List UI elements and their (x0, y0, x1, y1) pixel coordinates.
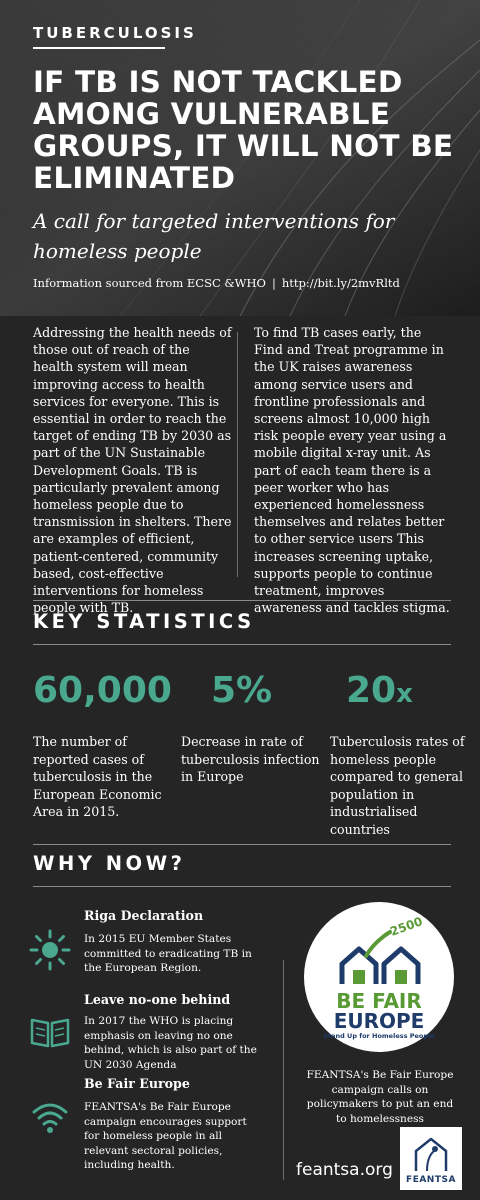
wifi-icon (32, 1103, 68, 1133)
website-link[interactable]: feantsa.org (296, 1160, 393, 1180)
stat-value: 20x (346, 670, 413, 711)
section-divider (33, 644, 451, 645)
section-divider (33, 600, 451, 601)
logo-badge: 2500 (388, 914, 424, 939)
key-statistics-title: KEY STATISTICS (33, 610, 255, 633)
sun-icon (29, 929, 71, 971)
be-fair-europe-logo: 2500 BE FAIR EUROPE Stand Up for Homeles… (304, 902, 454, 1052)
source-link[interactable]: http://bit.ly/2mvRltd (281, 276, 400, 290)
stat-description: Tuberculosis rates of homeless people co… (330, 734, 465, 837)
stat-value: 5% (211, 670, 273, 711)
source-line: Information sourced from ECSC &WHO | http:… (33, 276, 400, 290)
road-background-graphic (0, 0, 480, 316)
topic-underline (33, 47, 165, 49)
feantsa-house-icon (414, 1137, 448, 1172)
section-divider (33, 844, 451, 845)
section-divider (33, 886, 451, 887)
item-title: Be Fair Europe (84, 1076, 190, 1091)
item-title: Leave no-one behind (84, 992, 231, 1007)
logo-word-be-fair: BE FAIR (336, 989, 422, 1013)
open-book-icon (30, 1018, 70, 1048)
logo-caption: FEANTSA's Be Fair Europe campaign calls … (306, 1069, 454, 1125)
stat-description: The number of reported cases of tubercul… (33, 734, 162, 819)
logo-tagline: Stand Up for Homeless People (323, 1032, 435, 1040)
intro-right-paragraph: To find TB cases early, the Find and Tre… (254, 325, 450, 616)
stat-description: Decrease in rate of tuberculosis infecti… (181, 734, 320, 784)
source-text: Information sourced from ECSC &WHO (33, 276, 266, 290)
feantsa-logo: FEANTSA (400, 1127, 462, 1190)
stat-value: 60,000 (33, 670, 172, 711)
item-body: In 2017 the WHO is placing emphasis on l… (84, 1015, 257, 1071)
hero-banner: TUBERCULOSIS IF TB IS NOT TACKLED AMONG … (0, 0, 480, 316)
item-body: In 2015 EU Member States committed to er… (84, 933, 252, 974)
houses-logo-icon: 2500 (339, 914, 424, 984)
feantsa-logo-text: FEANTSA (406, 1175, 456, 1185)
logo-word-europe: EUROPE (333, 1009, 425, 1033)
source-separator: | (271, 276, 276, 290)
topic-label: TUBERCULOSIS (33, 24, 197, 42)
stat-rate-multiplier: 20x Tuberculosis rates of homeless peopl… (330, 668, 470, 838)
why-now-title: WHY NOW? (33, 852, 186, 875)
intro-left-paragraph: Addressing the health needs of those out… (33, 325, 232, 616)
page-subtitle: A call for targeted interventions for ho… (33, 209, 395, 263)
page-title: IF TB IS NOT TACKLED AMONG VULNERABLE GR… (33, 65, 454, 195)
column-divider (237, 332, 238, 577)
item-body: FEANTSA's Be Fair Europe campaign encour… (84, 1101, 247, 1171)
stat-cases: 60,000 The number of reported cases of t… (33, 668, 173, 821)
item-title: Riga Declaration (84, 908, 204, 923)
why-now-divider (283, 960, 284, 1180)
stat-decrease: 5% Decrease in rate of tuberculosis infe… (181, 668, 321, 786)
